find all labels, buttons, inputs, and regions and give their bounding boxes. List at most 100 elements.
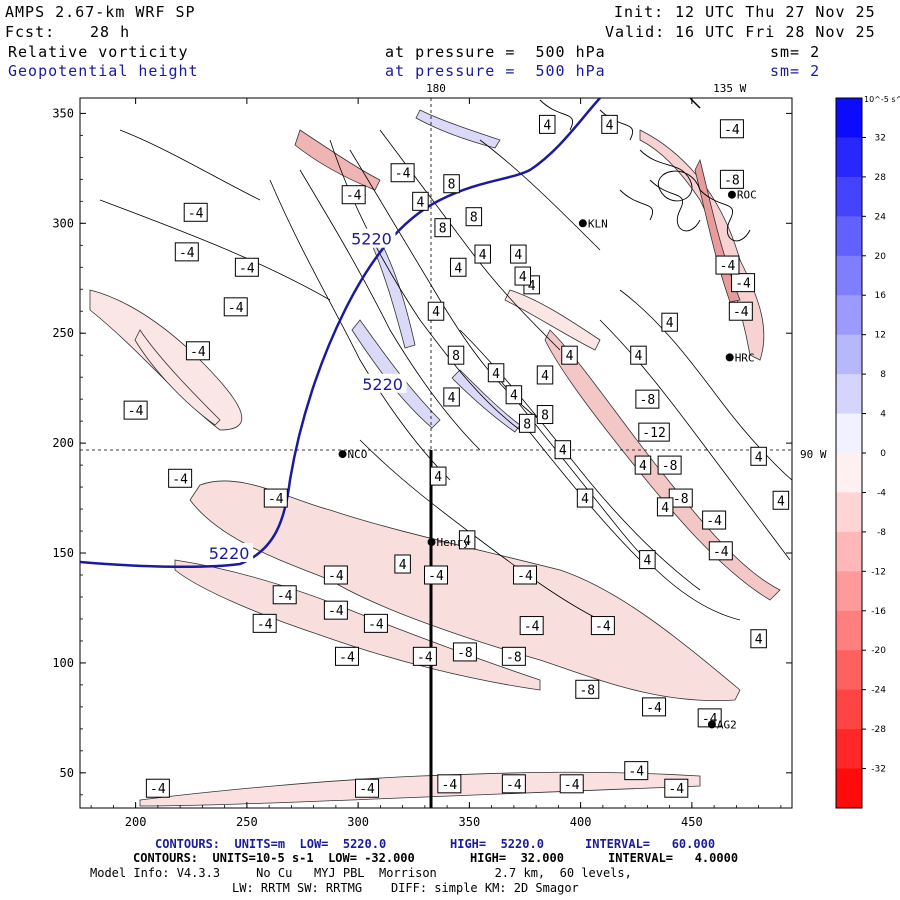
vorticity-label: -8 [662, 459, 678, 474]
vorticity-label: -4 [395, 167, 411, 182]
vorticity-label-box [390, 163, 415, 183]
vorticity-label-box [638, 422, 670, 442]
station-marker [725, 353, 734, 362]
vorticity-label: -4 [564, 778, 580, 793]
vorticity-label: 4 [510, 389, 518, 404]
vorticity-label: 4 [514, 248, 522, 263]
vorticity-label: -4 [257, 617, 273, 632]
colorbar-swatch [836, 255, 862, 296]
vorticity-label: -4 [668, 782, 684, 797]
vorticity-label: 4 [454, 261, 462, 276]
vorticity-label: 4 [755, 450, 763, 465]
vorticity-label-box [772, 490, 790, 510]
vorticity-contours [99, 129, 792, 621]
vorticity-label: 4 [606, 118, 614, 133]
vorticity-label-box [487, 363, 505, 383]
vorticity-label-box [514, 266, 532, 286]
colorbar-swatch [836, 295, 862, 336]
colorbar-swatch [836, 98, 862, 138]
vorticity-label: 8 [470, 211, 478, 226]
colorbar-swatch [836, 176, 862, 217]
vorticity-label: -4 [328, 569, 344, 584]
colorbar-swatch [836, 610, 862, 651]
vorticity-label: -4 [724, 123, 740, 138]
top-label-layer: 180 135 W 90 W [426, 82, 827, 461]
vorticity-label-box [518, 413, 536, 433]
colorbar-tick-label: 24 [875, 212, 887, 222]
colorbar-tick-label: 8 [880, 370, 886, 380]
fcst-label: Fcst: [5, 23, 56, 41]
vorticity-label-box [174, 242, 199, 262]
vorticity-label: 4 [543, 118, 551, 133]
vorticity-label-box [501, 774, 526, 794]
vorticity-label: -4 [517, 569, 533, 584]
station-label: ROC [737, 189, 757, 202]
vorticity-label-box [624, 761, 649, 781]
vorticity-label: -4 [368, 617, 384, 632]
vorticity-label: 4 [635, 349, 643, 364]
vorticity-label: 4 [448, 391, 456, 406]
vorticity-label: 4 [541, 369, 549, 384]
vorticity-label: -4 [52, 452, 68, 467]
vorticity-label: -8 [579, 683, 595, 698]
right-longitude-label: 90 W [800, 448, 827, 461]
vorticity-label: -4 [735, 277, 751, 292]
vorticity-label: -4 [595, 620, 611, 635]
vorticity-label: 4 [639, 459, 647, 474]
field1-sm: sm= 2 [770, 43, 821, 61]
init-label: Init: [614, 3, 665, 21]
vorticity-label-box [657, 455, 682, 475]
vorticity-label-box [642, 697, 667, 717]
vorticity-label-box [702, 510, 727, 530]
x-tick-label: 250 [236, 815, 258, 829]
model-title: AMPS 2.67-km WRF SP [5, 3, 196, 21]
vorticity-label: -4 [128, 404, 144, 419]
init-value: 12 UTC Thu 27 Nov 25 [675, 3, 876, 21]
vorticity-label-box [590, 616, 615, 636]
vorticity-label: -4 [268, 492, 284, 507]
y-tick-label: 100 [52, 656, 74, 670]
height-label-layer: 5220 5220 5220 [205, 228, 407, 563]
y-tick-label: 150 [52, 546, 74, 560]
colorbar-swatch [836, 768, 862, 809]
vorticity-label: 4 [417, 195, 425, 210]
field1-level: at pressure = 500 hPa [385, 43, 606, 61]
vorticity-label: 8 [439, 222, 447, 237]
vorticity-label: -4 [339, 650, 355, 665]
vorticity-label: -4 [628, 765, 644, 780]
vorticity-label: -4 [359, 782, 375, 797]
vorticity-label-box [452, 642, 477, 662]
vorticity-label-box [719, 119, 744, 139]
negative-vorticity-shading [89, 129, 781, 807]
vorticity-label-layer: -4-4-4-4-4-4-4-4-4-484844448448448844444… [52, 114, 790, 798]
vorticity-label: -4 [706, 514, 722, 529]
vorticity-label-box [536, 365, 554, 385]
vorticity-label: -12 [642, 426, 665, 441]
vorticity-label: -4 [442, 778, 458, 793]
vorticity-label: -4 [179, 246, 195, 261]
colorbar-tick-label: 16 [875, 291, 887, 301]
vorticity-label: 4 [479, 248, 487, 263]
vorticity-label-box [465, 207, 483, 227]
vorticity-label: -4 [239, 261, 255, 276]
footer-physics-info: LW: RRTM SW: RRTMG DIFF: simple KM: 2D S… [232, 881, 579, 895]
vorticity-label: -8 [506, 650, 522, 665]
vorticity-label-box [450, 257, 467, 277]
vorticity-label: 4 [434, 470, 442, 485]
colorbar-tick-label: -12 [871, 567, 886, 577]
colorbar-swatch [836, 650, 862, 691]
vorticity-label-box [750, 446, 767, 466]
x-tick-label: 450 [681, 815, 703, 829]
vorticity-label-box [575, 679, 600, 699]
vorticity-label-box [363, 613, 388, 633]
height-label-bg [205, 543, 254, 563]
vorticity-label: 4 [777, 494, 785, 509]
vorticity-label-box [505, 385, 523, 405]
field1-name: Relative vorticity [8, 43, 189, 61]
vorticity-label: -4 [190, 345, 206, 360]
vorticity-label-box [263, 488, 288, 508]
height-contour-label: 5220 [351, 230, 392, 249]
vorticity-label-box [424, 565, 448, 585]
footer-height-high: HIGH= 5220.0 [450, 837, 544, 851]
height-label-bg [347, 228, 396, 248]
